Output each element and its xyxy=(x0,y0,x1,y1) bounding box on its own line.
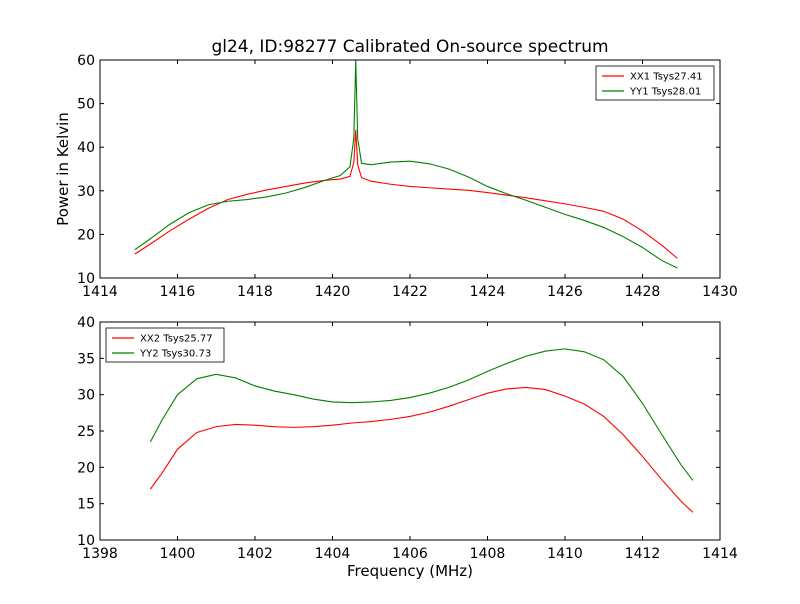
bottom-panel: 1398 1400 1402 1404 1406 1408 1410 1412 1414 10 15… xyxy=(77,315,738,562)
y-tick-label: 60 xyxy=(77,53,95,69)
x-tick-label: 1422 xyxy=(392,284,428,300)
figure-title: gl24, ID:98277 Calibrated On-source spec… xyxy=(211,37,608,57)
x-tick-label: 1408 xyxy=(470,546,506,562)
x-tick-label: 1404 xyxy=(315,546,351,562)
legend-box xyxy=(105,327,225,363)
legend-label: XX1 Tsys27.41 xyxy=(630,72,703,83)
y-tick-label: 30 xyxy=(77,388,95,404)
x-tick-label: 1402 xyxy=(237,546,273,562)
x-tick-label: 1416 xyxy=(160,284,196,300)
x-tick-label: 1414 xyxy=(82,284,118,300)
legend: XX1 Tsys27.41 YY1 Tsys28.01 xyxy=(595,65,715,101)
y-tick-label: 20 xyxy=(77,460,95,476)
x-tick-label: 1430 xyxy=(702,284,738,300)
y-tick-label: 10 xyxy=(77,271,95,287)
y-tick-label: 50 xyxy=(77,97,95,113)
series-line-1 xyxy=(134,129,678,259)
x-tick-label: 1424 xyxy=(470,284,506,300)
legend: XX2 Tsys25.77 YY2 Tsys30.73 xyxy=(105,327,225,363)
x-tick-label: 1426 xyxy=(547,284,583,300)
x-tick-label: 1400 xyxy=(160,546,196,562)
legend-label: YY2 Tsys30.73 xyxy=(139,349,211,360)
legend-label: YY1 Tsys28.01 xyxy=(629,87,701,98)
y-tick-label: 20 xyxy=(77,227,95,243)
x-tick-label: 1406 xyxy=(392,546,428,562)
y-tick-label: 40 xyxy=(77,140,95,156)
x-tick-label: 1428 xyxy=(625,284,661,300)
x-tick-label: 1418 xyxy=(237,284,273,300)
y-tick-label: 40 xyxy=(77,315,95,331)
legend-label: XX2 Tsys25.77 xyxy=(140,334,213,345)
y-tick-label: 35 xyxy=(77,351,95,367)
legend-box xyxy=(595,65,715,101)
series-line-1 xyxy=(149,386,694,513)
x-tick-label: 1414 xyxy=(702,546,738,562)
y-tick-label: 15 xyxy=(77,497,95,513)
series-line-2 xyxy=(134,60,678,269)
y-tick-label: 10 xyxy=(77,533,95,549)
y-tick-label: 25 xyxy=(77,424,95,440)
series-line-2 xyxy=(149,348,694,481)
x-tick-label: 1410 xyxy=(547,546,583,562)
x-tick-label: 1412 xyxy=(625,546,661,562)
y-tick-label: 30 xyxy=(77,184,95,200)
y-axis-label: Power in Kelvin xyxy=(54,112,72,226)
x-tick-label: 1420 xyxy=(315,284,351,300)
x-tick-label: 1398 xyxy=(82,546,118,562)
x-axis-label: Frequency (MHz) xyxy=(347,562,473,580)
top-panel: 1414 1416 1418 1420 1422 1424 1426 1428 1430 10 20… xyxy=(77,53,738,300)
